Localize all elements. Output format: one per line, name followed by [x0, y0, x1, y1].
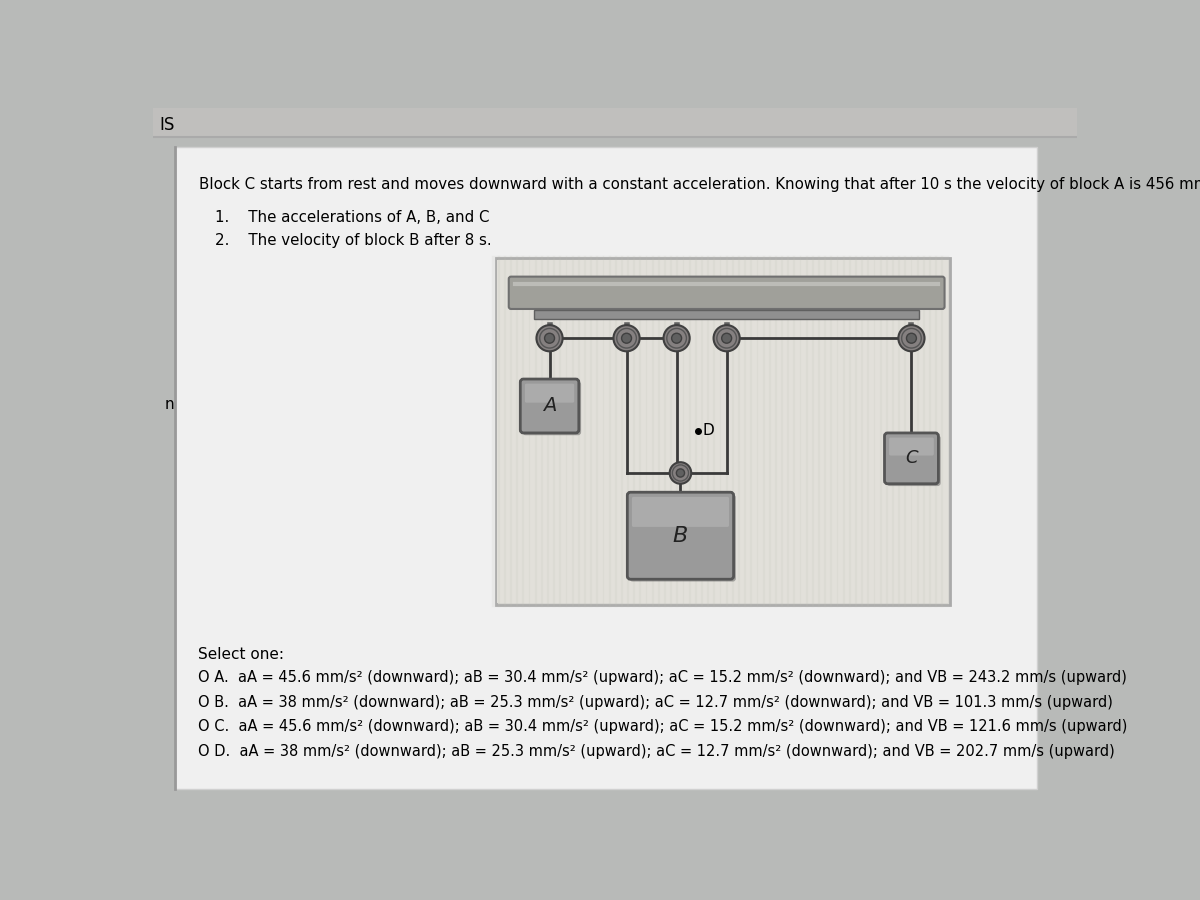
- Circle shape: [721, 333, 732, 343]
- Text: D: D: [703, 423, 714, 438]
- Text: C: C: [905, 449, 918, 467]
- FancyBboxPatch shape: [509, 276, 944, 309]
- Text: O B.  aA = 38 mm/s² (downward); aB = 25.3 mm/s² (upward); aC = 12.7 mm/s² (downw: O B. aA = 38 mm/s² (downward); aB = 25.3…: [198, 695, 1112, 710]
- Circle shape: [536, 325, 563, 351]
- Text: IS: IS: [160, 116, 174, 134]
- Text: 1.    The accelerations of A, B, and C: 1. The accelerations of A, B, and C: [215, 210, 490, 225]
- FancyBboxPatch shape: [889, 437, 934, 455]
- Circle shape: [613, 325, 640, 351]
- Circle shape: [670, 463, 691, 484]
- Text: n: n: [164, 397, 174, 412]
- Text: O D.  aA = 38 mm/s² (downward); aB = 25.3 mm/s² (upward); aC = 12.7 mm/s² (downw: O D. aA = 38 mm/s² (downward); aB = 25.3…: [198, 744, 1115, 759]
- Circle shape: [906, 333, 917, 343]
- FancyBboxPatch shape: [628, 492, 733, 580]
- FancyBboxPatch shape: [630, 494, 736, 581]
- Text: B: B: [673, 526, 688, 545]
- FancyBboxPatch shape: [523, 382, 581, 436]
- FancyBboxPatch shape: [632, 497, 728, 526]
- Bar: [497, 260, 948, 603]
- Circle shape: [545, 333, 554, 343]
- Bar: [534, 310, 919, 319]
- FancyBboxPatch shape: [884, 433, 938, 484]
- Circle shape: [899, 325, 924, 351]
- Circle shape: [677, 469, 684, 477]
- FancyBboxPatch shape: [887, 436, 941, 486]
- Text: Select one:: Select one:: [198, 647, 283, 662]
- Circle shape: [714, 325, 739, 351]
- Circle shape: [622, 333, 631, 343]
- Bar: [154, 108, 1078, 138]
- Circle shape: [672, 333, 682, 343]
- Bar: [496, 258, 950, 605]
- Text: O A.  aA = 45.6 mm/s² (downward); aB = 30.4 mm/s² (upward); aC = 15.2 mm/s² (dow: O A. aA = 45.6 mm/s² (downward); aB = 30…: [198, 670, 1127, 685]
- Circle shape: [664, 325, 690, 351]
- FancyBboxPatch shape: [521, 379, 578, 433]
- Text: 2.    The velocity of block B after 8 s.: 2. The velocity of block B after 8 s.: [215, 233, 491, 248]
- Text: A: A: [542, 397, 557, 416]
- FancyBboxPatch shape: [524, 383, 574, 402]
- Text: Block C starts from rest and moves downward with a constant acceleration. Knowin: Block C starts from rest and moves downw…: [199, 177, 1200, 193]
- Text: O C.  aA = 45.6 mm/s² (downward); aB = 30.4 mm/s² (upward); aC = 15.2 mm/s² (dow: O C. aA = 45.6 mm/s² (downward); aB = 30…: [198, 719, 1127, 734]
